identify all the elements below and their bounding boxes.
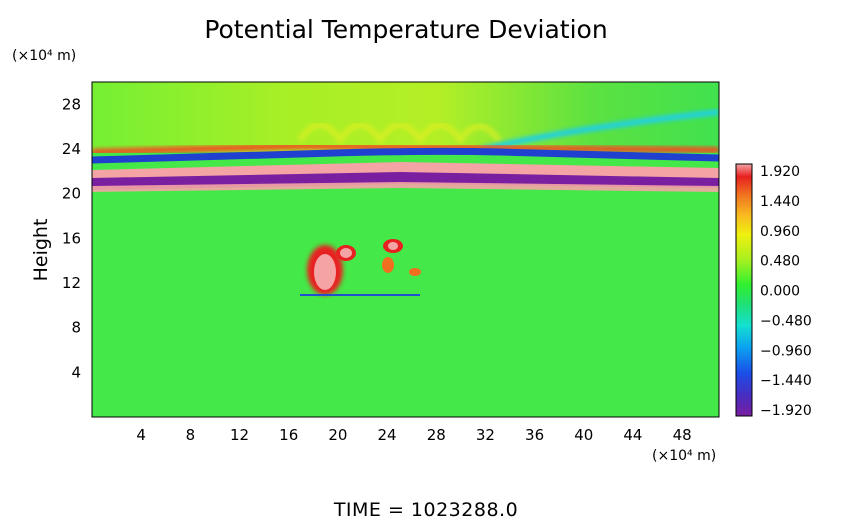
y-tick-label: 4 (71, 363, 81, 381)
wave-crests (297, 122, 503, 146)
lower-positive-band (92, 182, 719, 192)
x-tick-label: 20 (328, 426, 347, 444)
time-readout: TIME = 1023288.0 (333, 499, 518, 519)
colorbar-tick-label: 0.000 (760, 284, 800, 300)
convective-cells (307, 239, 421, 295)
upper-red-streak (92, 142, 719, 155)
y-tick-label: 28 (62, 95, 81, 113)
colorbar-tick-label: −1.920 (760, 403, 812, 419)
x-tick-label: 28 (427, 426, 446, 444)
y-tick-label: 20 (62, 185, 81, 203)
colorbar-tick-label: −0.480 (760, 313, 812, 329)
colorbar-tick-label: 1.440 (760, 194, 800, 210)
upper-wave-region (92, 82, 719, 152)
colorbar-tick-label: −0.960 (760, 343, 812, 359)
x-unit-label: (×10⁴ m) (652, 448, 716, 464)
x-tick-label: 16 (279, 426, 298, 444)
y-tick-label: 16 (62, 229, 81, 247)
colorbar-ticks: 1.920 1.440 0.960 0.480 0.000 −0.480 −0.960 −1.… (760, 164, 812, 419)
x-tick-label: 44 (623, 426, 642, 444)
x-tick-label: 40 (574, 426, 593, 444)
x-tick-label: 8 (186, 426, 196, 444)
y-tick-label: 8 (71, 319, 81, 337)
x-tick-label: 24 (378, 426, 397, 444)
y-tick-label: 12 (62, 274, 81, 292)
heatmap-field (92, 82, 719, 417)
x-tick-label: 32 (476, 426, 495, 444)
x-tick-label: 48 (673, 426, 692, 444)
y-axis-ticks: 4 8 12 16 20 24 28 (62, 95, 81, 381)
colorbar-tick-label: 0.480 (760, 254, 800, 270)
x-tick-label: 4 (136, 426, 146, 444)
x-tick-label: 36 (525, 426, 544, 444)
x-axis-ticks: 4 8 12 16 20 24 28 32 36 40 44 48 (136, 426, 691, 444)
upper-blue-band (92, 147, 719, 164)
x-tick-label: 12 (230, 426, 249, 444)
y-axis-label: Height (30, 219, 52, 282)
y-tick-label: 24 (62, 140, 81, 158)
y-unit-label: (×10⁴ m) (12, 48, 76, 64)
colorbar-tick-label: −1.440 (760, 373, 812, 389)
colorbar (735, 163, 753, 417)
chart-title: Potential Temperature Deviation (204, 15, 607, 44)
colorbar-tick-label: 1.920 (760, 164, 800, 180)
plot-frame (91, 81, 720, 418)
colorbar-tick-label: 0.960 (760, 224, 800, 240)
